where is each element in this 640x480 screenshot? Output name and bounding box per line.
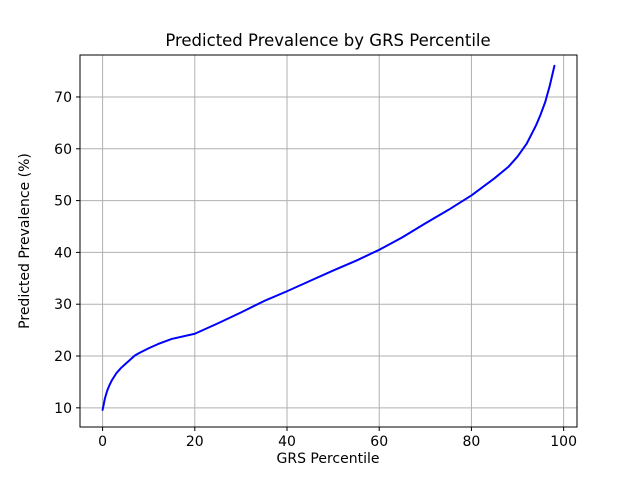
x-tick-label: 60 (370, 434, 388, 450)
prevalence-curve (101, 64, 556, 411)
plot-area (80, 55, 577, 427)
y-tick-label: 30 (54, 297, 72, 313)
x-tick-label: 100 (550, 434, 577, 450)
y-tick-label: 40 (54, 245, 72, 261)
chart-title: Predicted Prevalence by GRS Percentile (165, 31, 490, 50)
x-tick-label: 40 (278, 434, 296, 450)
x-tick-label: 20 (186, 434, 204, 450)
y-tick-label: 60 (54, 142, 72, 158)
grid-lines (80, 55, 577, 427)
y-axis-label: Predicted Prevalence (%) (17, 153, 33, 329)
axes-spines (79, 54, 578, 428)
axis-ticks: 0 20 40 60 80 100 10 20 30 40 50 60 70 (54, 90, 577, 450)
y-tick-label: 70 (54, 90, 72, 106)
x-axis-label: GRS Percentile (277, 451, 380, 467)
data-series (101, 64, 556, 411)
y-tick-label: 10 (54, 401, 72, 417)
x-tick-label: 80 (463, 434, 481, 450)
x-tick-label: 0 (98, 434, 107, 450)
y-tick-label: 20 (54, 349, 72, 365)
y-tick-label: 50 (54, 194, 72, 210)
